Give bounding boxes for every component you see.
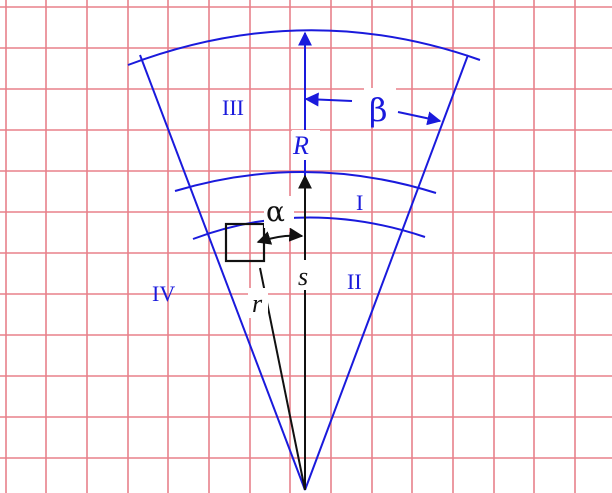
sector-edges — [139, 54, 469, 491]
region-label-IV: IV — [152, 281, 175, 306]
region-label-II: II — [347, 269, 362, 294]
radius-r-label: r — [252, 289, 263, 318]
beta-label: β — [369, 91, 388, 129]
region-label-III: III — [222, 95, 244, 120]
inner-arc — [192, 216, 426, 240]
alpha-angle-arrow — [256, 227, 304, 245]
region-label-I: I — [356, 190, 363, 215]
arc-s-label: s — [298, 262, 308, 291]
radius-R-label: R — [292, 131, 309, 160]
sector-left-edge — [139, 54, 306, 491]
beta-arrow-right — [397, 111, 442, 126]
alpha-label: α — [266, 195, 285, 228]
sector-right-edge — [304, 54, 469, 491]
beta-arrow-left — [304, 92, 353, 107]
outer-arc — [127, 29, 481, 66]
